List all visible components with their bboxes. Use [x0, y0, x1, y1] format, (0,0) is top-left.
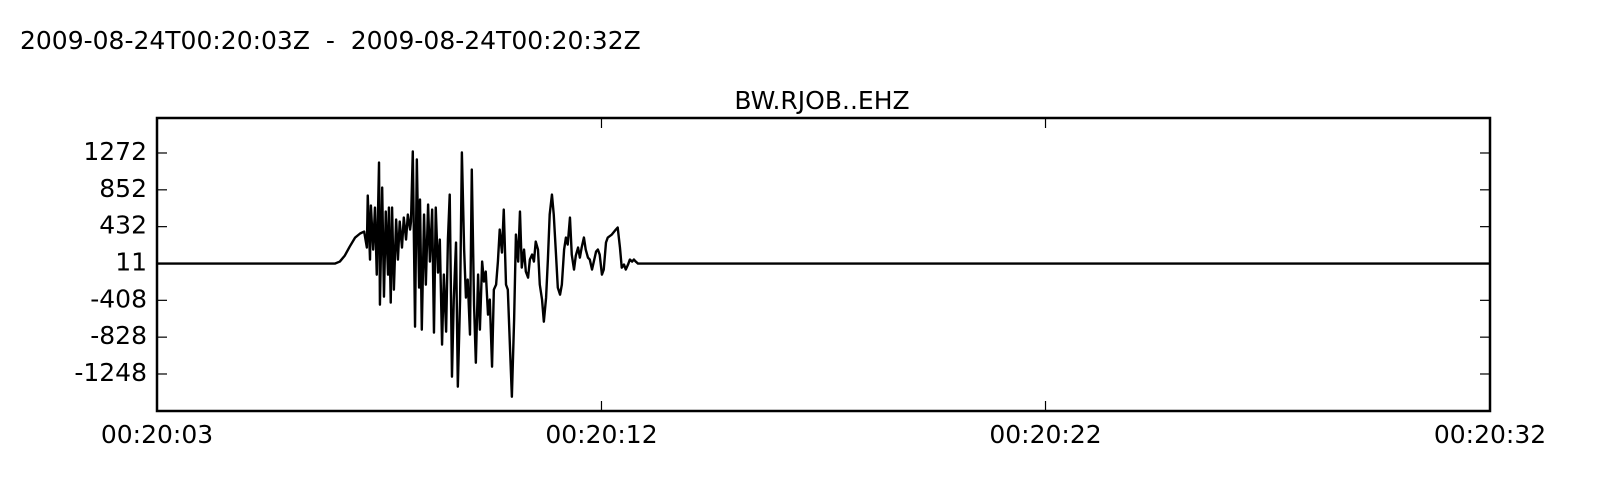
x-tick-label: 00:20:32: [1434, 420, 1546, 449]
chart-subtitle: 2009-08-24T00:20:03Z - 2009-08-24T00:20:…: [20, 26, 641, 55]
y-tick-label: 1272: [83, 137, 147, 166]
x-tick-label: 00:20:12: [545, 420, 657, 449]
y-tick-label: 852: [99, 174, 147, 203]
y-tick-label: 11: [115, 248, 147, 277]
y-tick-label: -828: [90, 321, 147, 350]
x-tick-label: 00:20:03: [101, 420, 213, 449]
y-tick-label: -408: [90, 284, 147, 313]
trace-line: [157, 150, 1490, 398]
y-tick-label: -1248: [74, 358, 147, 387]
y-tick-label: 432: [99, 211, 147, 240]
chart-title: BW.RJOB..EHZ: [734, 86, 909, 115]
x-tick-label: 00:20:22: [989, 420, 1101, 449]
